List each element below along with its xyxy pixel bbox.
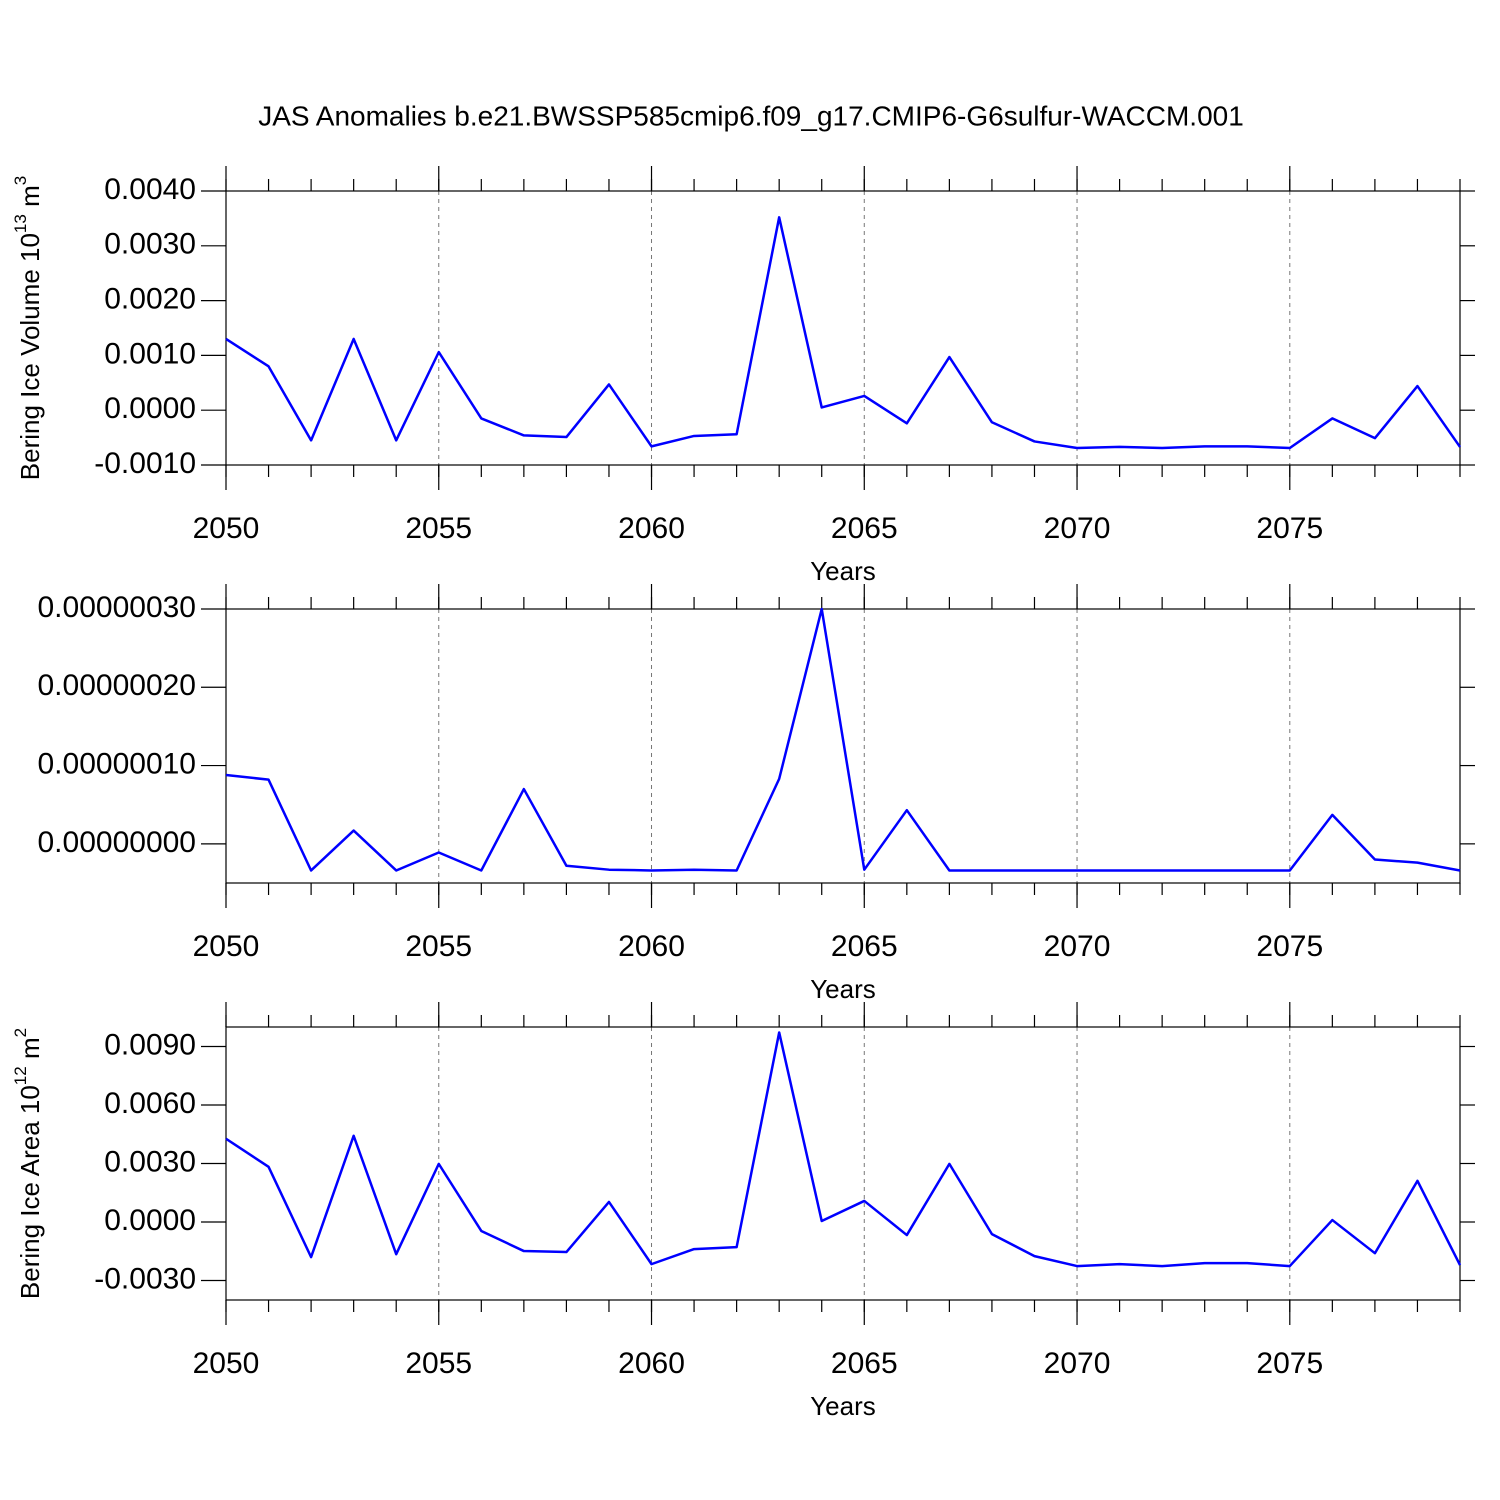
y-tick-label: -0.0010 (94, 447, 196, 480)
y-tick-label: 0.0000 (104, 1204, 196, 1237)
x-axis-label: Years (810, 556, 876, 586)
x-tick-label: 2075 (1256, 1347, 1323, 1380)
y-tick-label: 0.00000030 (38, 591, 197, 624)
y-tick-label: 0.0020 (104, 283, 196, 316)
y-axis-label-superscript: 2 (11, 1028, 30, 1037)
y-tick-label: 0.0090 (104, 1028, 196, 1061)
x-tick-label: 2070 (1044, 930, 1111, 963)
x-tick-label: 2050 (193, 1347, 260, 1380)
x-tick-label: 2075 (1256, 930, 1323, 963)
y-tick-label: 0.00000000 (38, 826, 197, 859)
x-tick-label: 2060 (618, 930, 685, 963)
x-tick-label: 2060 (618, 512, 685, 545)
x-tick-label: 2075 (1256, 512, 1323, 545)
y-tick-label: 0.00000020 (38, 669, 197, 702)
plot-frame (225, 190, 1461, 466)
x-tick-label: 2065 (831, 1347, 898, 1380)
data-line (225, 607, 1461, 872)
y-tick-label: 0.0030 (104, 228, 196, 261)
y-axis-label-superscript: 3 (11, 176, 30, 185)
y-axis-label-part: Bering Ice Area 10 (15, 1085, 45, 1299)
x-tick-label: 2065 (831, 930, 898, 963)
x-tick-label: 2055 (405, 512, 472, 545)
y-axis-label-superscript: 12 (11, 1066, 30, 1085)
y-tick-label: 0.0040 (104, 173, 196, 206)
y-tick-label: 0.0000 (104, 392, 196, 425)
x-tick-label: 2050 (193, 512, 260, 545)
y-tick-label: 0.00000010 (38, 747, 197, 780)
x-tick-label: 2070 (1044, 512, 1111, 545)
x-tick-label: 2055 (405, 1347, 472, 1380)
y-axis-label: Bering Ice Volume 1013 m3 (11, 176, 44, 480)
data-line (225, 216, 1462, 450)
y-tick-label: 0.0010 (104, 337, 196, 370)
x-tick-label: 2070 (1044, 1347, 1111, 1380)
x-tick-label: 2060 (618, 1347, 685, 1380)
x-tick-label: 2055 (405, 930, 472, 963)
plot-frame (225, 608, 1461, 884)
y-axis-label-superscript: 13 (11, 214, 30, 233)
y-tick-label: 0.0030 (104, 1145, 196, 1178)
data-line (225, 1031, 1462, 1268)
x-axis-label: Years (810, 974, 876, 1004)
x-tick-label: 2065 (831, 512, 898, 545)
y-tick-label: -0.0030 (94, 1262, 196, 1295)
y-axis-label: Bering Ice Area 1012 m2 (11, 1028, 44, 1299)
x-tick-label: 2050 (193, 930, 260, 963)
y-axis-label-part: m (15, 185, 45, 214)
y-axis-label-part: m (15, 1037, 45, 1066)
x-axis-label: Years (810, 1391, 876, 1421)
y-axis-label-part: Bering Ice Volume 10 (15, 233, 45, 480)
figure-title: JAS Anomalies b.e21.BWSSP585cmip6.f09_g1… (258, 100, 1244, 131)
plot-frame (225, 1026, 1461, 1301)
y-tick-label: 0.0060 (104, 1087, 196, 1120)
